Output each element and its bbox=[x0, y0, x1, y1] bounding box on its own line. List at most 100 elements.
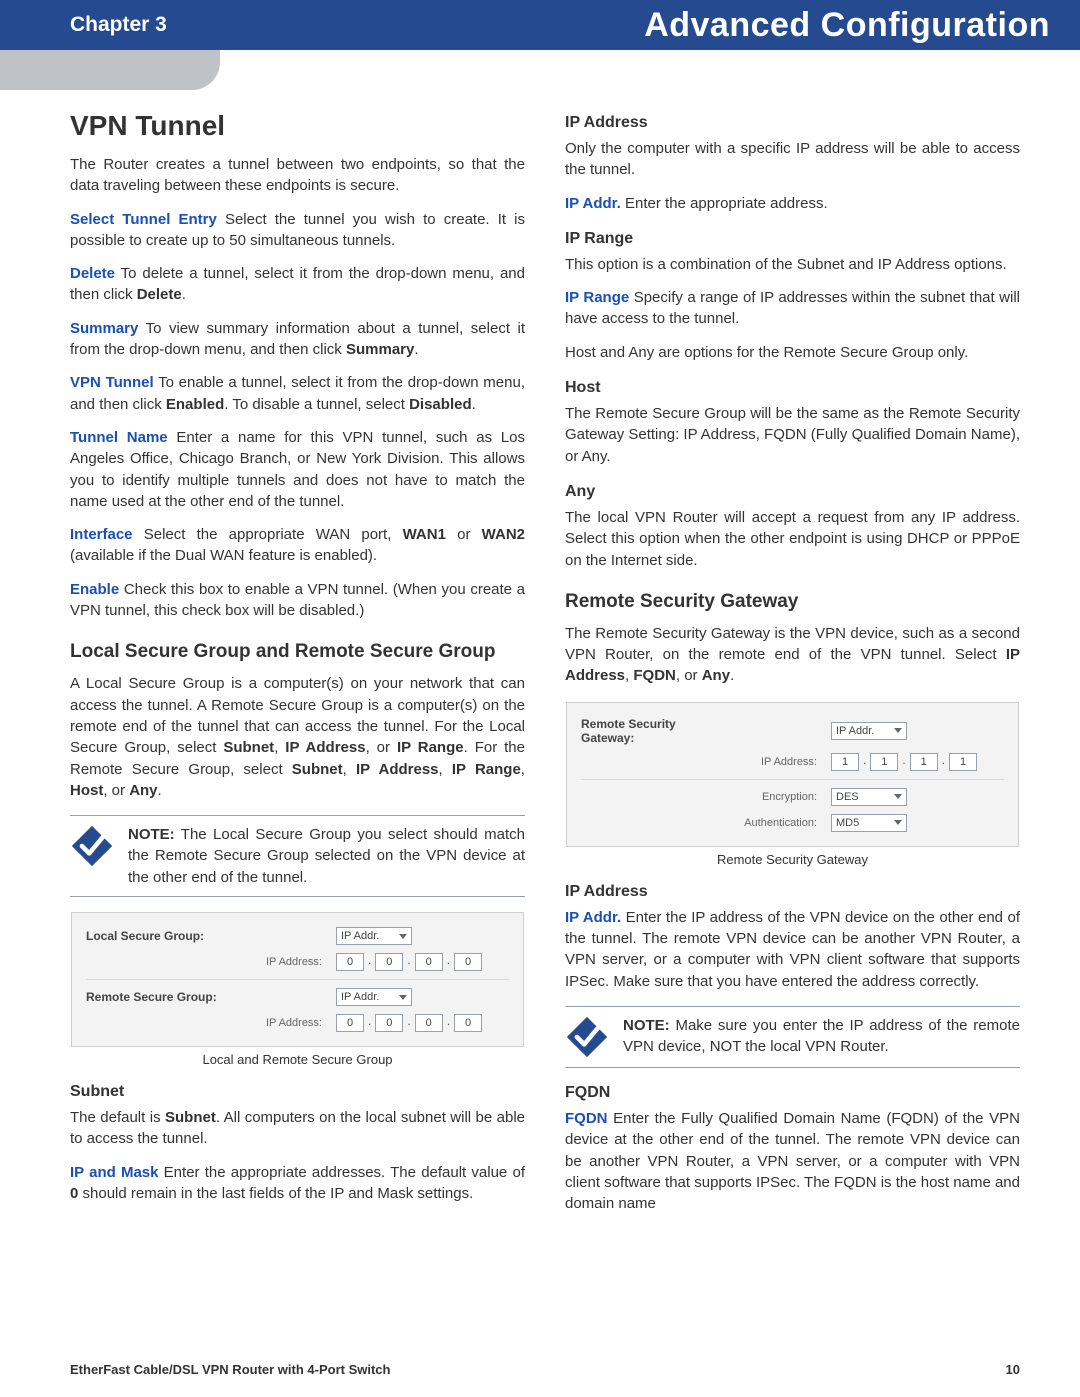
ui-panel-2: Remote Security Gateway: IP Addr. IP Add… bbox=[566, 702, 1019, 847]
ui-row-rsg: Remote Security Gateway: IP Addr. bbox=[581, 713, 1004, 749]
checkmark-icon bbox=[565, 1015, 609, 1059]
figure-local-remote: Local Secure Group: IP Addr. IP Address: bbox=[70, 911, 525, 1048]
dropdown-rsg-type[interactable]: IP Addr. bbox=[831, 722, 907, 740]
ui-row-remote-ip: IP Address: 0 . 0 . 0 . 0 bbox=[86, 1010, 509, 1036]
ip-octet-input[interactable]: 0 bbox=[454, 953, 482, 971]
chapter-label: Chapter 3 bbox=[70, 13, 167, 37]
ip-octet-input[interactable]: 0 bbox=[336, 953, 364, 971]
chevron-down-icon bbox=[399, 934, 407, 939]
comma: , bbox=[439, 761, 452, 778]
figure-rsg: Remote Security Gateway: IP Addr. IP Add… bbox=[565, 701, 1020, 848]
label-authentication: Authentication: bbox=[731, 817, 821, 829]
footer-page-number: 10 bbox=[1006, 1362, 1020, 1377]
note-body: The Local Secure Group you select should… bbox=[128, 826, 525, 886]
checkmark-icon bbox=[70, 824, 114, 868]
period: . bbox=[414, 341, 418, 358]
bold-iprange: IP Range bbox=[397, 739, 464, 756]
content-area: VPN Tunnel The Router creates a tunnel b… bbox=[0, 50, 1080, 1226]
ip-octet-input[interactable]: 0 bbox=[415, 1014, 443, 1032]
comma: , bbox=[521, 761, 525, 778]
heading-ip-address-2: IP Address bbox=[565, 883, 1020, 901]
bold-rsg-fqdn: FQDN bbox=[633, 667, 676, 684]
dot: . bbox=[407, 1014, 410, 1032]
heading-ip-address: IP Address bbox=[565, 114, 1020, 132]
right-column: IP Address Only the computer with a spec… bbox=[565, 110, 1020, 1226]
term-select-tunnel-entry: Select Tunnel Entry bbox=[70, 211, 217, 228]
ip-octet-input[interactable]: 1 bbox=[831, 753, 859, 771]
item-ip-range: IP Range Specify a range of IP addresses… bbox=[565, 287, 1020, 330]
ip-octet-input[interactable]: 0 bbox=[375, 953, 403, 971]
ip-octet-input[interactable]: 1 bbox=[910, 753, 938, 771]
item-delete: Delete To delete a tunnel, select it fro… bbox=[70, 263, 525, 306]
subheading-rsg: Remote Security Gateway bbox=[565, 591, 1020, 613]
dropdown-value: IP Addr. bbox=[341, 991, 379, 1003]
footer-product-name: EtherFast Cable/DSL VPN Router with 4-Po… bbox=[70, 1362, 390, 1377]
bold-wan2: WAN2 bbox=[482, 526, 525, 543]
note-label: NOTE: bbox=[128, 826, 175, 843]
header-bar: Chapter 3 Advanced Configuration bbox=[0, 0, 1080, 50]
term-interface: Interface bbox=[70, 526, 133, 543]
term-delete: Delete bbox=[70, 265, 115, 282]
comma: , or bbox=[103, 782, 129, 799]
ui-panel-1: Local Secure Group: IP Addr. IP Address: bbox=[71, 912, 524, 1047]
text: Enter the appropriate addresses. The def… bbox=[158, 1164, 525, 1181]
dropdown-local-type[interactable]: IP Addr. bbox=[336, 927, 412, 945]
term-ip-addr-2: IP Addr. bbox=[565, 909, 621, 926]
item-enable: Enable Check this box to enable a VPN tu… bbox=[70, 579, 525, 622]
label-ip-address: IP Address: bbox=[236, 956, 326, 968]
dropdown-value: IP Addr. bbox=[341, 930, 379, 942]
heading-fqdn: FQDN bbox=[565, 1084, 1020, 1102]
dot: . bbox=[407, 953, 410, 971]
ip-octet-input[interactable]: 1 bbox=[870, 753, 898, 771]
page: Chapter 3 Advanced Configuration VPN Tun… bbox=[0, 0, 1080, 1397]
ip-octet-input[interactable]: 0 bbox=[375, 1014, 403, 1032]
ip-octet-input[interactable]: 0 bbox=[415, 953, 443, 971]
text: Select the appropriate WAN port, bbox=[133, 526, 403, 543]
para-any: The local VPN Router will accept a reque… bbox=[565, 507, 1020, 571]
dot: . bbox=[447, 1014, 450, 1032]
para-local-remote: A Local Secure Group is a computer(s) on… bbox=[70, 673, 525, 801]
para-host: The Remote Secure Group will be the same… bbox=[565, 403, 1020, 467]
ui-row-auth: Authentication: MD5 bbox=[581, 810, 1004, 836]
dot: . bbox=[447, 953, 450, 971]
heading-subnet: Subnet bbox=[70, 1083, 525, 1101]
ip-octet-input[interactable]: 0 bbox=[336, 1014, 364, 1032]
label-ip-address: IP Address: bbox=[236, 1017, 326, 1029]
ip-fields-remote: 0 . 0 . 0 . 0 bbox=[336, 1014, 509, 1032]
item-interface: Interface Select the appropriate WAN por… bbox=[70, 524, 525, 567]
period: . bbox=[472, 396, 476, 413]
term-tunnel-name: Tunnel Name bbox=[70, 429, 168, 446]
item-ip-addr: IP Addr. Enter the appropriate address. bbox=[565, 193, 1020, 214]
ip-octet-input[interactable]: 1 bbox=[949, 753, 977, 771]
intro-paragraph: The Router creates a tunnel between two … bbox=[70, 154, 525, 197]
label-remote-security-gateway: Remote Security Gateway: bbox=[581, 717, 721, 745]
bold-ipaddress2: IP Address bbox=[356, 761, 439, 778]
ui-row-remote: Remote Secure Group: IP Addr. bbox=[86, 979, 509, 1010]
note-box-1: NOTE: The Local Secure Group you select … bbox=[70, 815, 525, 897]
item-ip-and-mask: IP and Mask Enter the appropriate addres… bbox=[70, 1162, 525, 1205]
bold-summary: Summary bbox=[346, 341, 414, 358]
dropdown-remote-type[interactable]: IP Addr. bbox=[336, 988, 412, 1006]
para-rsg: The Remote Security Gateway is the VPN d… bbox=[565, 623, 1020, 687]
chevron-down-icon bbox=[894, 728, 902, 733]
dropdown-encryption[interactable]: DES bbox=[831, 788, 907, 806]
chevron-down-icon bbox=[399, 995, 407, 1000]
text: To view summary information about a tunn… bbox=[70, 320, 525, 358]
label-local-secure-group: Local Secure Group: bbox=[86, 929, 226, 943]
ui-row-local-ip: IP Address: 0 . 0 . 0 . 0 bbox=[86, 949, 509, 975]
text: The default is bbox=[70, 1109, 165, 1126]
note-text-1: NOTE: The Local Secure Group you select … bbox=[128, 824, 525, 888]
item-ip-addr-2: IP Addr. Enter the IP address of the VPN… bbox=[565, 907, 1020, 992]
item-summary: Summary To view summary information abou… bbox=[70, 318, 525, 361]
ui-row-rsg-ip: IP Address: 1 . 1 . 1 . 1 bbox=[581, 749, 1004, 775]
dot: . bbox=[863, 753, 866, 771]
label-remote-secure-group: Remote Secure Group: bbox=[86, 990, 226, 1004]
bold-subnet2: Subnet bbox=[292, 761, 343, 778]
dropdown-value: IP Addr. bbox=[836, 725, 874, 737]
dropdown-authentication[interactable]: MD5 bbox=[831, 814, 907, 832]
bold-enabled: Enabled bbox=[166, 396, 224, 413]
ui-row-local: Local Secure Group: IP Addr. bbox=[86, 923, 509, 949]
ip-octet-input[interactable]: 0 bbox=[454, 1014, 482, 1032]
heading-host: Host bbox=[565, 379, 1020, 397]
note-box-2: NOTE: Make sure you enter the IP address… bbox=[565, 1006, 1020, 1068]
